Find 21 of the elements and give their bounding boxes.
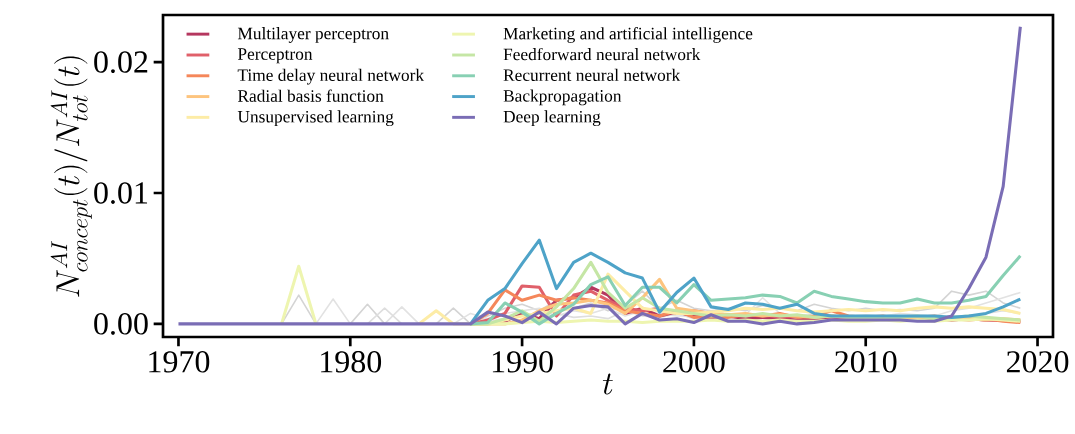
- x-tick-label: 1980: [321, 351, 382, 373]
- legend-label: Marketing and artificial intelligence: [503, 27, 753, 43]
- x-tick-label: 2000: [663, 351, 725, 373]
- legend-label: Multilayer perceptron: [237, 27, 389, 43]
- legend-label: Backpropagation: [503, 89, 622, 106]
- legend-label: Recurrent neural network: [503, 68, 681, 81]
- x-axis-title: $t$: [602, 373, 613, 395]
- legend-label: Radial basis function: [237, 89, 384, 102]
- legend-label: Deep learning: [503, 110, 601, 127]
- legend-label: Feedforward neural network: [503, 47, 701, 61]
- y-tick-label: 0.00: [94, 313, 148, 335]
- legend-label: Time delay neural network: [237, 68, 425, 85]
- y-tick-label: 0.02: [94, 51, 148, 73]
- x-tick-label: 2020: [1006, 351, 1069, 373]
- legend-label: Perceptron: [237, 48, 313, 64]
- x-tick-label: 1990: [492, 351, 553, 373]
- x-tick-label: 1970: [149, 351, 210, 373]
- legend-label: Unsupervised learning: [237, 110, 394, 127]
- y-tick-label: 0.01: [94, 182, 148, 204]
- x-tick-label: 2010: [835, 351, 897, 373]
- y-axis-title: $N^{AI}_{concept}(t)/N^{AI}_{tot}(t)$: [50, 56, 92, 297]
